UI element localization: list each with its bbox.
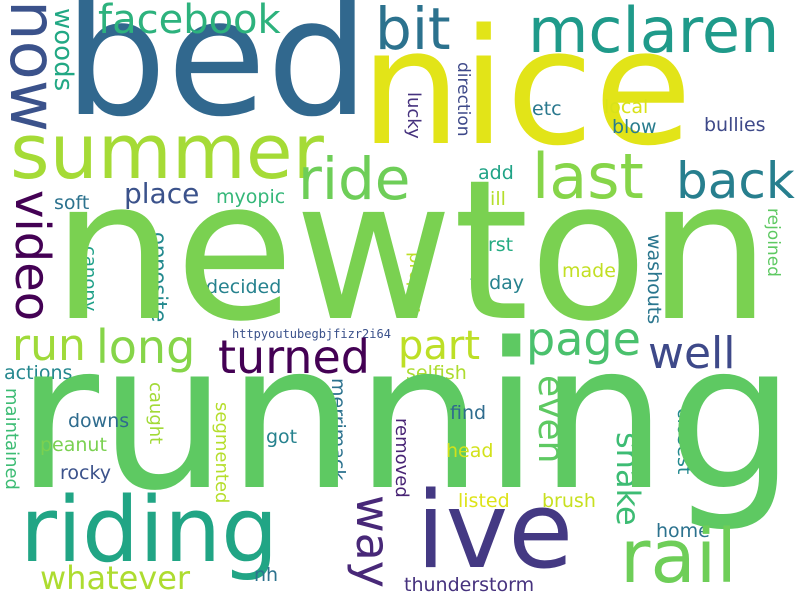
word-ive: ive — [416, 469, 574, 592]
word-head: head — [446, 440, 494, 462]
word-rail: rail — [620, 514, 737, 600]
word-caught: caught — [145, 382, 166, 445]
word-url: httpyoutubegbjfizr2i64 — [232, 327, 391, 341]
word-myopic: myopic — [216, 186, 286, 208]
word-video: video — [4, 190, 60, 322]
word-find: find — [450, 402, 487, 424]
word-part: part — [398, 323, 481, 369]
word-bullies: bullies — [704, 114, 766, 136]
word-segmented: segmented — [211, 402, 232, 504]
word-opposite: opposite — [147, 232, 171, 323]
word-maintained: maintained — [1, 388, 22, 490]
word-add: add — [478, 162, 514, 184]
word-hill: hill — [478, 188, 506, 210]
word-direction: direction — [453, 62, 473, 137]
word-downs: downs — [68, 410, 130, 432]
word-first: first — [476, 234, 514, 256]
word-lucky: lucky — [403, 92, 424, 139]
word-whatever: whatever — [40, 559, 191, 597]
word-rejoined: rejoined — [763, 208, 783, 277]
word-listed: listed — [458, 490, 510, 512]
word-proper: proper — [405, 252, 426, 312]
word-nh: nh — [254, 564, 279, 586]
word-etc: etc — [532, 98, 562, 120]
word-turned: turned — [218, 330, 370, 384]
word-today: today — [470, 272, 525, 294]
word-actions: actions — [4, 362, 73, 384]
word-washouts: washouts — [643, 234, 665, 325]
word-soft: soft — [54, 192, 90, 214]
word-even: even — [530, 375, 571, 464]
word-got: got — [266, 426, 298, 448]
word-closest: closest — [673, 408, 695, 475]
word-summer: summer — [10, 107, 324, 196]
word-mclaren: mclaren — [528, 0, 780, 67]
word-newton: newton — [52, 138, 771, 364]
word-home: home — [656, 520, 710, 542]
word-running: running — [16, 299, 796, 535]
word-thunderstorm: thunderstorm — [404, 574, 535, 596]
word-snake: snake — [609, 432, 647, 526]
word-last: last — [532, 140, 644, 213]
word-facebook: facebook — [98, 0, 281, 43]
word-brush: brush — [542, 490, 596, 512]
word-removed: removed — [391, 418, 412, 498]
word-now: now — [0, 0, 69, 133]
word-long: long — [96, 320, 196, 374]
word-peanut: peanut — [40, 434, 107, 456]
word-blow: blow — [612, 116, 657, 138]
word-back: back — [676, 152, 795, 210]
word-selfish: selfish — [406, 362, 467, 384]
word-riding: riding — [20, 478, 279, 583]
word-woods: woods — [48, 8, 78, 92]
word-made: made — [562, 260, 616, 282]
word-run: run — [12, 320, 86, 371]
word-bed: bed — [64, 0, 370, 153]
word-rocky: rocky — [60, 462, 112, 484]
word-nice: nice — [360, 0, 693, 181]
word-canopy: canopy — [79, 246, 100, 312]
word-local: local — [604, 96, 649, 118]
word-page: page — [526, 312, 641, 366]
word-merrimack: merrimack — [327, 378, 349, 481]
word-bit: bit — [375, 0, 451, 63]
word-decided: decided — [206, 276, 282, 298]
word-place: place — [124, 177, 200, 210]
word-ride: ride — [298, 145, 411, 213]
word-well: well — [648, 328, 736, 379]
word-way: way — [346, 495, 400, 589]
